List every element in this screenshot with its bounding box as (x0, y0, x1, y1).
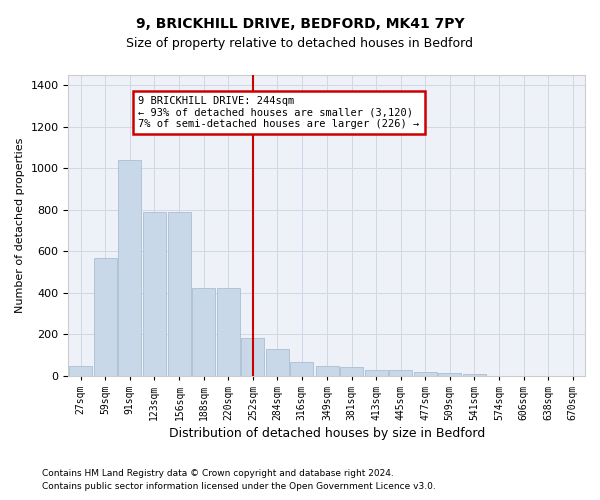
Bar (94, 258, 116, 376)
Text: Size of property relative to detached houses in Bedford: Size of property relative to detached ho… (127, 38, 473, 51)
Bar (316, 366, 338, 376)
X-axis label: Distribution of detached houses by size in Bedford: Distribution of detached houses by size … (169, 427, 485, 440)
Bar (217, 288, 240, 376)
Bar (438, 374, 461, 376)
Bar (266, 349, 289, 376)
Bar (365, 370, 388, 376)
Bar (118, 160, 141, 376)
Bar (463, 374, 485, 376)
Text: Contains public sector information licensed under the Open Government Licence v3: Contains public sector information licen… (42, 482, 436, 491)
Bar (143, 212, 166, 376)
Bar (69, 366, 92, 376)
Text: Contains HM Land Registry data © Crown copyright and database right 2024.: Contains HM Land Registry data © Crown c… (42, 468, 394, 477)
Bar (193, 288, 215, 376)
Bar (241, 338, 265, 376)
Bar (168, 212, 191, 376)
Bar (340, 368, 363, 376)
Bar (389, 370, 412, 376)
Bar (290, 362, 313, 376)
Text: 9, BRICKHILL DRIVE, BEDFORD, MK41 7PY: 9, BRICKHILL DRIVE, BEDFORD, MK41 7PY (136, 18, 464, 32)
Text: 9 BRICKHILL DRIVE: 244sqm
← 93% of detached houses are smaller (3,120)
7% of sem: 9 BRICKHILL DRIVE: 244sqm ← 93% of detac… (138, 96, 419, 130)
Y-axis label: Number of detached properties: Number of detached properties (15, 138, 25, 313)
Bar (413, 372, 437, 376)
